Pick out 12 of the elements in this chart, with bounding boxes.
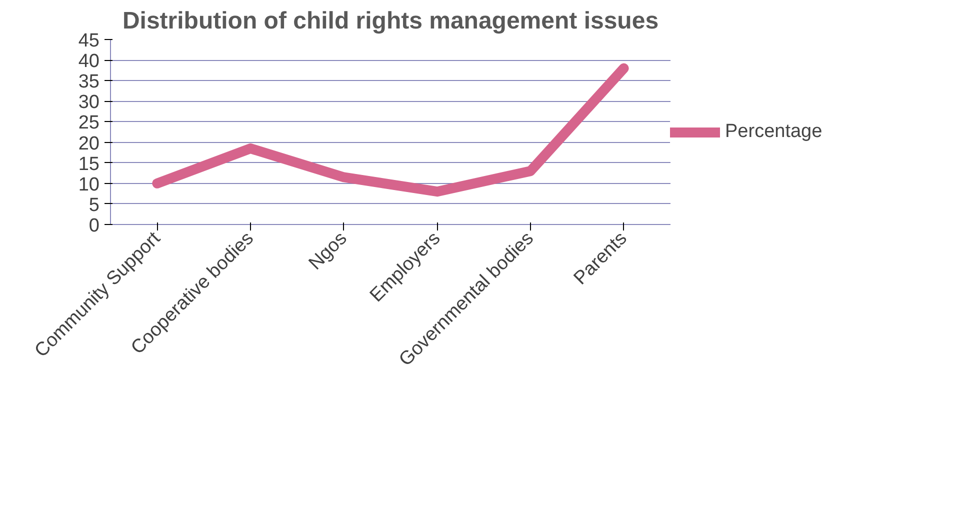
y-tick-label: 30 (78, 92, 100, 114)
chart-title: Distribution of child rights management issues (122, 8, 659, 34)
y-tick-label: 20 (78, 133, 100, 154)
y-tick-label: 15 (78, 154, 100, 175)
legend-label: Percentage (725, 120, 822, 142)
y-tick-label: 35 (78, 72, 100, 93)
y-tick-label: 5 (88, 194, 100, 216)
y-tick-label: 0 (88, 216, 100, 236)
y-tick-label: 45 (78, 30, 100, 52)
y-tick-label: 10 (78, 174, 100, 196)
y-tick-label: 40 (78, 51, 100, 72)
y-tick-label: 25 (78, 112, 100, 134)
